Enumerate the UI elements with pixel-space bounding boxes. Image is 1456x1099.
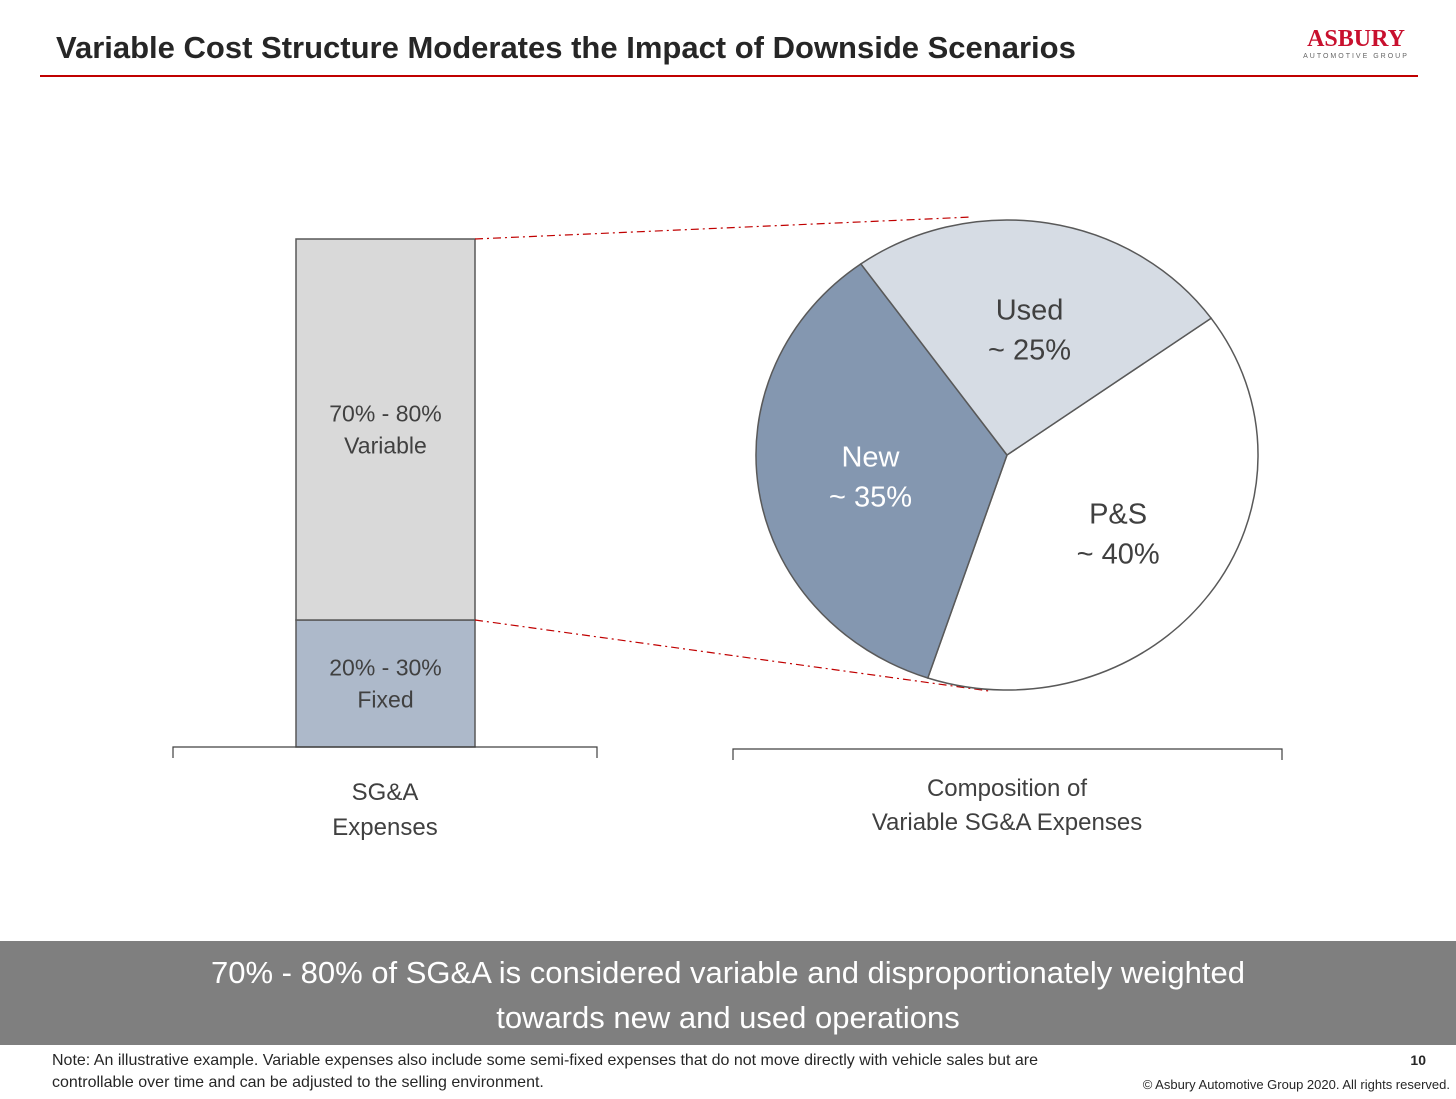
pie-chart: P&S ~ 40% New ~ 35% Used ~ 25% (755, 219, 1259, 691)
takeaway-banner (0, 941, 1456, 1045)
bar-axis-bracket (172, 746, 598, 758)
connector-line-bottom (474, 619, 990, 692)
bar-label-variable: Variable (344, 433, 427, 459)
footnote: Note: An illustrative example. Variable … (52, 1052, 1038, 1091)
logo-tagline: AUTOMOTIVE GROUP (1303, 53, 1409, 60)
copyright: © Asbury Automotive Group 2020. All righ… (1142, 1077, 1450, 1092)
bar-label-fixed: 20% - 30% (329, 655, 442, 681)
bar-category-label: Expenses (332, 814, 437, 841)
pie-value-new: ~ 35% (829, 481, 912, 513)
pie-slice-new (755, 262, 1008, 679)
asbury-logo: ASBURY AUTOMOTIVE GROUP (1298, 26, 1414, 62)
title-rule (40, 75, 1418, 77)
pie-caption: Variable SG&A Expenses (872, 809, 1142, 836)
logo-wordmark: ASBURY (1307, 26, 1405, 52)
pie-value-used: ~ 25% (988, 334, 1071, 366)
pie-label-ps: P&S (1089, 499, 1147, 531)
pie-axis-bracket (732, 748, 1283, 760)
bar-label-variable: 70% - 80% (329, 401, 442, 427)
zoom-connectors (474, 216, 990, 692)
pie-label-new: New (841, 441, 900, 473)
page-number: 10 (1410, 1052, 1426, 1068)
connector-line-top (474, 216, 973, 240)
banner-text: 70% - 80% of SG&A is considered variable… (211, 955, 1245, 1035)
bar-label-fixed: Fixed (357, 687, 413, 713)
pie-value-ps: ~ 40% (1077, 539, 1160, 571)
bar-segment-fixed (295, 619, 476, 748)
pie-label-used: Used (996, 294, 1064, 326)
pie-caption: Composition of (927, 775, 1087, 802)
bar-category-label: SG&A (352, 779, 419, 806)
bar-segment-variable (295, 238, 476, 621)
chart-canvas: 20% - 30% Fixed 70% - 80% Variable P&S ~ 40%… (172, 216, 1283, 841)
slide-title: Variable Cost Structure Moderates the Im… (56, 30, 1076, 65)
axis-brackets: SG&A Expenses Composition of Variable SG&A … (172, 746, 1283, 841)
pie-slice-ps (926, 317, 1259, 691)
pie-slice-used (859, 219, 1213, 457)
stacked-bar-chart: 20% - 30% Fixed 70% - 80% Variable (295, 238, 476, 748)
